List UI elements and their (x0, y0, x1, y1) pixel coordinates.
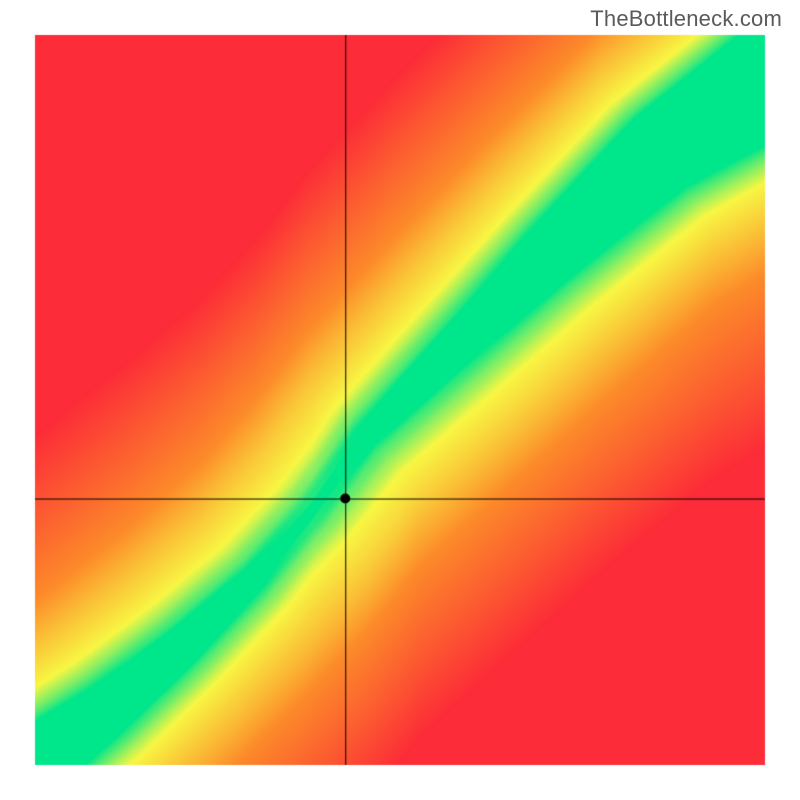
heatmap-canvas (0, 0, 800, 800)
watermark-text: TheBottleneck.com (590, 6, 782, 32)
chart-container: TheBottleneck.com (0, 0, 800, 800)
